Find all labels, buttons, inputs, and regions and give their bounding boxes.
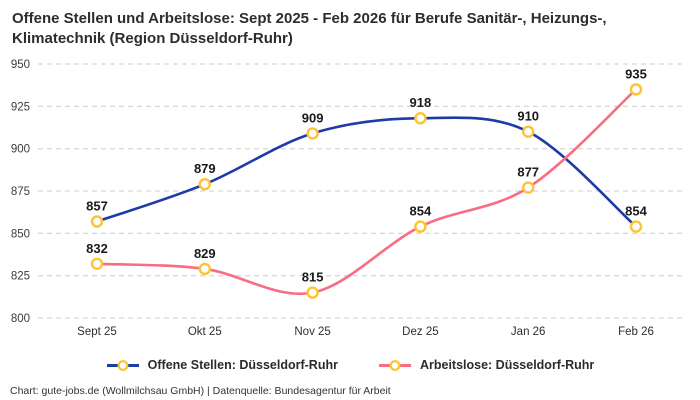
data-point-marker[interactable]: [629, 220, 643, 233]
legend-item-1[interactable]: Arbeitslose: Düsseldorf-Ruhr: [378, 358, 594, 372]
data-point-marker[interactable]: [414, 220, 427, 233]
data-point-label: 910: [517, 109, 539, 124]
line-chart-svg: 950 925 900 875 850 825 800 Sept 25 Okt 25 Nov 25…: [11, 59, 685, 338]
data-point-label: 815: [302, 270, 324, 285]
data-point-label: 832: [86, 241, 108, 256]
y-axis-tick-label: 825: [11, 271, 30, 283]
x-axis-label: Dez 25: [402, 326, 438, 338]
data-point-marker[interactable]: [198, 177, 212, 191]
data-point-marker[interactable]: [90, 257, 104, 271]
data-point-label: 909: [302, 110, 324, 125]
legend-label: Arbeitslose: Düsseldorf-Ruhr: [419, 358, 595, 372]
x-axis-label: Jan 26: [511, 326, 546, 338]
y-axis-tick-label: 925: [11, 101, 30, 113]
data-point-label: 829: [194, 246, 216, 261]
data-point-marker[interactable]: [306, 286, 319, 299]
data-point-label: 935: [625, 66, 647, 81]
y-axis-tick-label: 900: [11, 144, 30, 156]
legend-item-0[interactable]: Offene Stellen: Düsseldorf-Ruhr: [106, 358, 338, 372]
data-point-marker[interactable]: [629, 83, 643, 96]
data-point-label: 918: [410, 95, 432, 110]
plot-area: 950 925 900 875 850 825 800 Sept 25 Okt 25 Nov 25…: [0, 52, 700, 349]
legend-line-marker-icon: [106, 359, 139, 371]
data-point-label: 877: [517, 165, 539, 180]
data-point-marker[interactable]: [306, 127, 319, 140]
data-point-marker[interactable]: [522, 125, 535, 138]
legend-line-marker-icon: [378, 359, 411, 371]
data-point-marker[interactable]: [522, 181, 535, 194]
x-axis-label: Nov 25: [294, 326, 330, 338]
y-axis-tick-label: 875: [11, 186, 30, 198]
data-point-label: 879: [194, 161, 216, 176]
data-point-label: 854: [625, 204, 647, 219]
x-axis-label: Sept 25: [77, 326, 117, 338]
data-point-label: 854: [410, 204, 432, 219]
chart-legend: Offene Stellen: Düsseldorf-Ruhr Arbeitslo…: [0, 351, 700, 379]
data-point-label: 857: [86, 199, 108, 214]
chart-title: Offene Stellen und Arbeitslose: Sept 202…: [12, 10, 607, 47]
legend-label: Offene Stellen: Düsseldorf-Ruhr: [147, 358, 338, 372]
data-point-marker[interactable]: [90, 215, 104, 228]
x-axis-label: Feb 26: [618, 326, 654, 338]
y-axis-tick-label: 950: [11, 59, 30, 71]
data-point-marker[interactable]: [414, 111, 427, 125]
x-axis-label: Okt 25: [188, 326, 222, 338]
series-line-0: [95, 116, 638, 228]
chart-credit: Chart: gute-jobs.de (Wollmilchsau GmbH) …: [10, 385, 391, 397]
series-line-1: [95, 88, 638, 296]
data-point-marker[interactable]: [198, 262, 212, 276]
y-axis-tick-label: 800: [11, 313, 30, 325]
y-axis-tick-label: 850: [11, 228, 30, 240]
